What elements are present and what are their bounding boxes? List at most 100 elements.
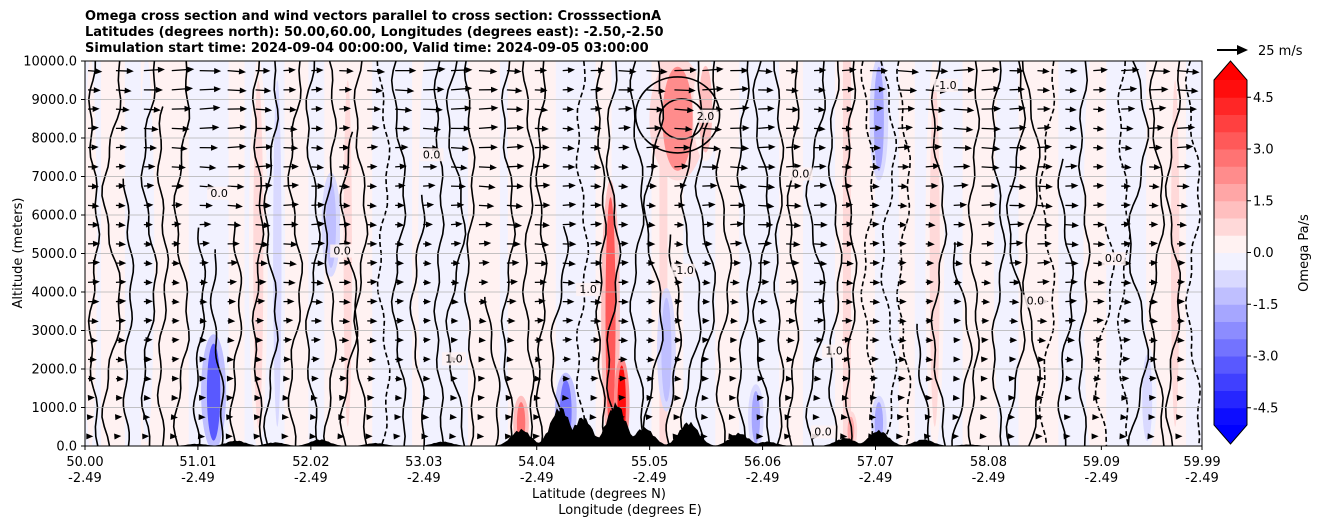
wind-vector-head xyxy=(706,221,715,228)
wind-vector-head xyxy=(344,279,352,286)
wind-vector-head xyxy=(450,375,458,382)
wind-vector-head xyxy=(311,375,319,382)
wind-vector-head xyxy=(515,87,523,94)
wind-vector-head xyxy=(1064,394,1072,401)
wind-vector-head xyxy=(675,279,683,286)
wind-vector-head xyxy=(756,433,764,440)
wind-vector-head xyxy=(225,433,233,440)
wind-vector-head xyxy=(842,375,850,382)
colorbar-tick-label: 1.5 xyxy=(1253,194,1274,209)
wind-vector-head xyxy=(477,433,485,440)
wind-vector-head xyxy=(784,414,792,421)
wind-vector-head xyxy=(338,414,346,421)
wind-vector-head xyxy=(685,126,693,133)
wind-vector-head xyxy=(91,318,99,325)
wind-vector-head xyxy=(172,279,180,286)
y-tick-label: 4000.0 xyxy=(32,286,78,301)
wind-vector-head xyxy=(979,433,987,440)
wind-vector-head xyxy=(1012,298,1020,305)
wind-vector-head xyxy=(872,202,880,209)
wind-vector-head xyxy=(239,124,247,131)
wind-vector-head xyxy=(967,86,975,93)
wind-vector-head xyxy=(315,298,324,305)
wind-vector-head xyxy=(1013,279,1021,286)
wind-vector-head xyxy=(316,279,324,286)
wind-vector-head xyxy=(212,124,220,131)
x-tick-label-lat: 52.02 xyxy=(292,455,329,470)
wind-vector-head xyxy=(1125,144,1133,151)
wind-vector-head xyxy=(1124,183,1132,190)
wind-vector-head xyxy=(589,414,597,421)
wind-vector-shaft xyxy=(1149,107,1162,110)
omega-feature-core xyxy=(873,66,884,171)
colorbar-bin xyxy=(1214,252,1247,271)
wind-vector-head xyxy=(1017,221,1025,228)
y-tick-label: 10000.0 xyxy=(23,55,77,70)
y-tick-label: 3000.0 xyxy=(32,324,78,339)
wind-vector-head xyxy=(1188,124,1196,131)
wind-vector-head xyxy=(702,356,710,363)
x-tick-label-lon: -2.49 xyxy=(181,471,215,486)
y-axis: 0.0 1000.0 2000.0 3000.0 4000.0 5000.0 6000.0 7… xyxy=(23,55,85,455)
wind-vector-head xyxy=(980,394,988,401)
wind-vector-head xyxy=(458,183,467,190)
wind-vector-head xyxy=(201,260,209,267)
wind-vector-head xyxy=(1044,144,1053,151)
wind-vector-head xyxy=(1068,317,1077,324)
wind-vector-head xyxy=(899,259,907,266)
wind-vector-head xyxy=(512,259,520,266)
contour-label-bg xyxy=(441,352,466,366)
wind-vector-head xyxy=(1045,222,1053,229)
wind-vector-head xyxy=(490,86,499,93)
wind-vector-head xyxy=(843,356,851,363)
wind-vector-shaft xyxy=(143,108,156,111)
wind-vector-head xyxy=(758,356,766,363)
wind-vector-head xyxy=(788,317,796,324)
wind-vector-head xyxy=(118,183,126,190)
wind-vector-head xyxy=(199,375,207,382)
wind-vector-head xyxy=(729,356,737,363)
wind-vector-head xyxy=(820,260,828,267)
wind-vector-shaft xyxy=(199,126,215,130)
wind-vector-head xyxy=(253,433,261,440)
wind-vector-head xyxy=(87,394,95,401)
wind-vector-shaft xyxy=(395,89,410,92)
contour-label-bg xyxy=(933,78,958,92)
wind-vector-head xyxy=(928,221,936,228)
wind-vector-head xyxy=(1148,414,1156,421)
wind-vector-head xyxy=(428,182,436,189)
wind-vector-head xyxy=(792,260,800,267)
wind-vector-head xyxy=(1149,394,1157,401)
wind-vector-head xyxy=(505,394,513,401)
wind-vector-shaft xyxy=(171,87,189,91)
wind-vector-head xyxy=(91,163,99,170)
wind-vector-head xyxy=(787,337,795,344)
wind-vector-head xyxy=(729,375,737,382)
wind-vector-head xyxy=(145,241,153,247)
wind-vector-shaft xyxy=(897,89,913,92)
wind-vector-head xyxy=(1071,222,1080,229)
wind-vector-head xyxy=(1126,125,1134,132)
wind-vector-head xyxy=(846,298,854,305)
wind-vector-head xyxy=(1043,259,1051,266)
wind-vector-head xyxy=(198,394,207,401)
wind-vector-head xyxy=(819,163,827,170)
wind-vector-shaft xyxy=(450,87,468,91)
wind-vector-head xyxy=(981,337,989,344)
contour-line xyxy=(339,131,359,446)
wind-vector-head xyxy=(1177,375,1185,382)
wind-vector-head xyxy=(370,298,378,305)
wind-vector-head xyxy=(899,337,907,344)
wind-vector-head xyxy=(92,259,101,266)
wind-vector-head xyxy=(1067,337,1075,344)
wind-vector-head xyxy=(255,356,263,363)
wind-vector-head xyxy=(1071,241,1079,248)
wind-vector-head xyxy=(263,67,271,74)
contour-label-bg xyxy=(576,283,601,296)
wind-vector-head xyxy=(820,221,828,228)
wind-vector-shaft xyxy=(981,146,996,150)
wind-vector-head xyxy=(370,279,378,286)
wind-vector-head xyxy=(1151,221,1159,228)
colorbar-bin xyxy=(1214,131,1247,150)
wind-vector-head xyxy=(739,183,748,190)
